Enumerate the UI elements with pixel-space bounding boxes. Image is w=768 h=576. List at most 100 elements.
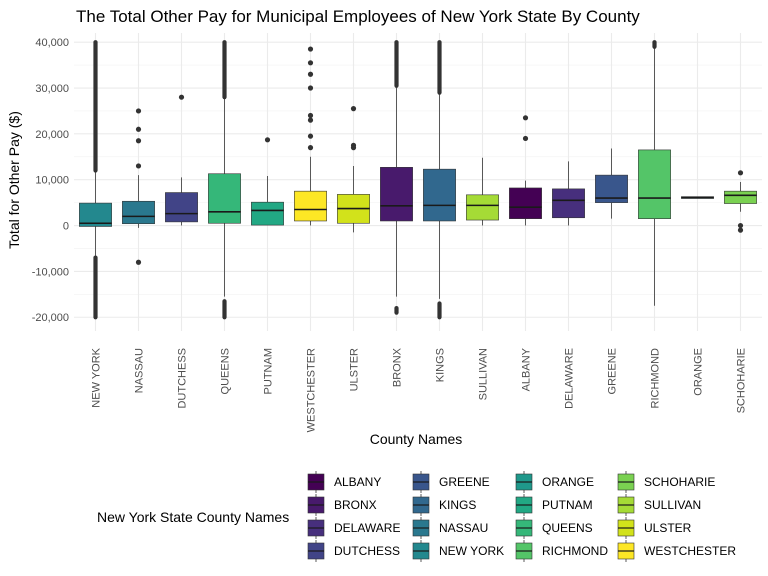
legend-item: SULLIVAN [617, 494, 701, 516]
outlier-point [522, 115, 529, 121]
legend-label: PUTNAM [542, 498, 593, 512]
box-body [423, 168, 456, 222]
outlier-point [307, 85, 314, 91]
y-tick-label: 20,000 [35, 129, 69, 141]
box-bronx [380, 40, 413, 315]
legend-label: ORANGE [542, 475, 594, 489]
outlier-point [178, 94, 185, 100]
outlier-point [737, 227, 744, 233]
legend-item: RICHMOND [515, 540, 608, 562]
outlier-point [307, 112, 314, 119]
outlier-point [307, 117, 314, 123]
x-tick-label: RICHMOND [650, 348, 662, 409]
legend-item: ALBANY [307, 471, 381, 493]
outlier-point [350, 106, 357, 112]
x-tick-label: QUEENS [220, 348, 232, 394]
x-tick-label: DELAWARE [564, 348, 576, 409]
legend-label: KINGS [439, 498, 476, 512]
outlier-point [522, 135, 529, 142]
box-putnam [251, 137, 284, 226]
box-schoharie [724, 170, 757, 233]
outlier-point [737, 222, 744, 229]
legend-label: WESTCHESTER [644, 544, 736, 558]
box-body [165, 192, 198, 223]
legend-label: SCHOHARIE [644, 475, 715, 489]
legend-item: PUTNAM [515, 494, 593, 516]
outlier-point [350, 145, 357, 151]
box-body [79, 202, 112, 227]
y-axis-ticks: -20,000 -10,000 0 10,000 20,000 30,000 40,000 [32, 37, 69, 324]
x-tick-label: KINGS [435, 348, 447, 382]
legend-label: GREENE [439, 475, 490, 489]
boxplots [79, 40, 757, 320]
outlier-point [135, 163, 142, 169]
legend-item: BRONX [307, 494, 377, 516]
x-axis-ticks: NEW YORK NASSAU DUTCHESS QUEENS PUTNAM WESTCH… [91, 347, 748, 432]
box-body [122, 200, 155, 225]
box-richmond [638, 40, 671, 306]
outlier-point [135, 138, 142, 144]
x-tick-label: PUTNAM [263, 348, 275, 394]
y-tick-label: 0 [63, 221, 69, 233]
legend-item: DUTCHESS [307, 540, 400, 562]
box-body [466, 194, 499, 221]
legend-item: SCHOHARIE [617, 471, 715, 493]
outlier-point [307, 133, 314, 139]
legend-item: KINGS [412, 494, 476, 516]
outlier-point [307, 46, 314, 52]
outlier-point [307, 71, 314, 77]
legend-label: NEW YORK [439, 544, 504, 558]
box-body [638, 149, 671, 219]
legend-label: SULLIVAN [644, 498, 701, 512]
legend-label: RICHMOND [542, 544, 608, 558]
x-tick-label: WESTCHESTER [306, 348, 318, 432]
x-tick-label: NEW YORK [91, 347, 103, 407]
outlier-point [264, 137, 271, 143]
box-delaware [552, 161, 585, 226]
box-queens [208, 40, 241, 320]
legend-label: NASSAU [439, 521, 488, 535]
box-new-york [79, 40, 112, 320]
x-tick-label: DUTCHESS [177, 348, 189, 409]
box-albany [509, 115, 542, 226]
box-orange [681, 196, 714, 199]
box-ulster [337, 106, 370, 233]
legend-item: QUEENS [515, 517, 593, 539]
legend-item: GREENE [412, 471, 490, 493]
box-body [208, 173, 241, 224]
box-body [380, 167, 413, 222]
outlier-point [307, 60, 314, 66]
legend: ALBANY BRONX DELAWARE DUTCHESS GREENE KINGS NA… [307, 471, 736, 562]
y-axis-title: Total for Other Pay ($) [6, 111, 22, 249]
box-kings [423, 40, 456, 320]
y-tick-label: -10,000 [32, 266, 69, 278]
box-body [251, 201, 284, 226]
legend-item: NASSAU [412, 517, 488, 539]
legend-label: QUEENS [542, 521, 593, 535]
x-tick-label: NASSAU [134, 348, 146, 393]
outlier-point [135, 259, 142, 265]
y-tick-label: -20,000 [32, 312, 69, 324]
outlier-point [307, 145, 314, 151]
x-tick-label: ULSTER [349, 348, 361, 391]
x-tick-label: SULLIVAN [478, 348, 490, 400]
legend-item: ULSTER [617, 517, 692, 539]
box-dutchess [165, 94, 198, 226]
outlier-point [135, 126, 142, 132]
y-tick-label: 10,000 [35, 175, 69, 187]
legend-label: DELAWARE [334, 521, 400, 535]
legend-item: ORANGE [515, 471, 594, 493]
outlier-point [135, 108, 142, 114]
legend-label: ALBANY [334, 475, 381, 489]
y-tick-label: 30,000 [35, 83, 69, 95]
box-sullivan [466, 157, 499, 226]
y-tick-label: 40,000 [35, 37, 69, 49]
legend-item: WESTCHESTER [617, 540, 736, 562]
x-tick-label: BRONX [392, 347, 404, 387]
x-tick-label: SCHOHARIE [736, 348, 748, 413]
box-nassau [122, 108, 155, 265]
x-tick-label: ALBANY [521, 347, 533, 391]
legend-item: DELAWARE [307, 517, 400, 539]
box-westchester [294, 46, 327, 226]
